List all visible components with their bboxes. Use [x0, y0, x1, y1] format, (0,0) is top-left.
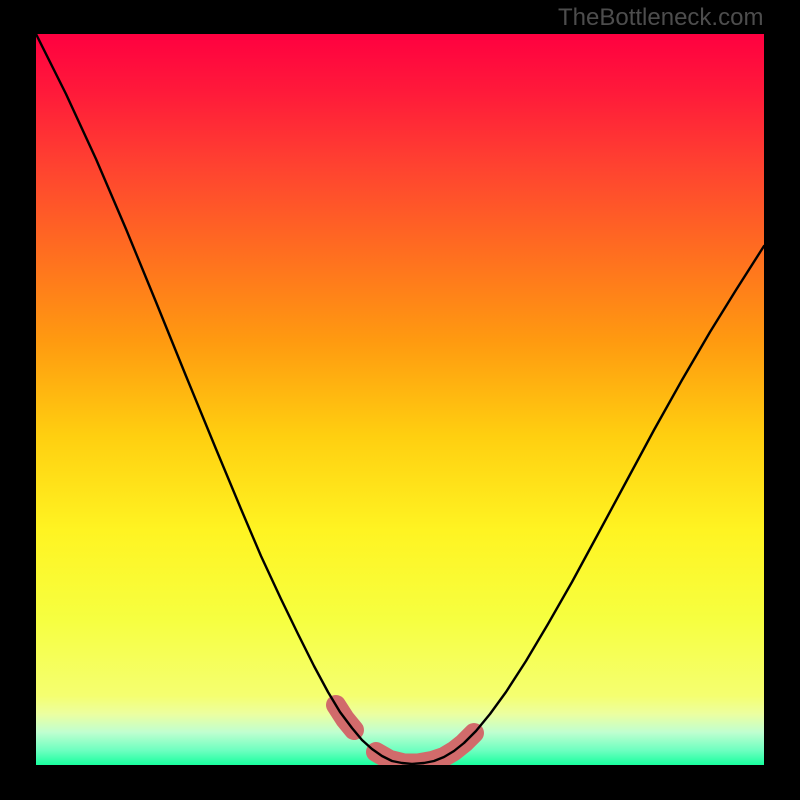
- plot-area: [36, 34, 764, 765]
- bottleneck-curve: [36, 34, 764, 764]
- watermark-text: TheBottleneck.com: [558, 4, 763, 32]
- chart-frame: TheBottleneck.com: [0, 0, 800, 800]
- curve-overlay: [36, 34, 764, 765]
